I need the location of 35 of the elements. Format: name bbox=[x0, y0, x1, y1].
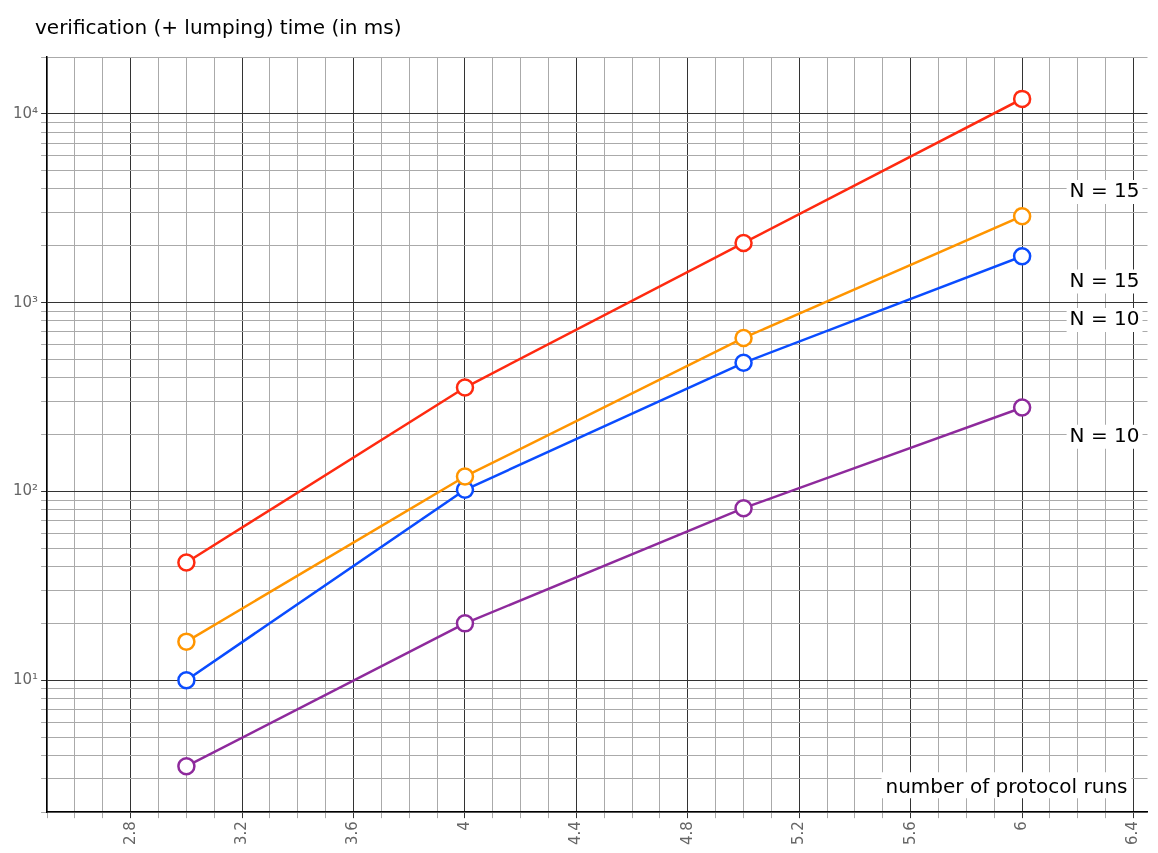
point bbox=[177, 670, 196, 690]
point bbox=[177, 757, 196, 776]
x-tick-label: 6.4 bbox=[1123, 821, 1142, 845]
x-tick-label: 5.2 bbox=[789, 821, 808, 845]
point bbox=[177, 632, 196, 651]
x-tick-label: 3.2 bbox=[232, 821, 250, 845]
y-tick-label: 10¹ bbox=[12, 670, 39, 689]
point bbox=[734, 233, 753, 253]
point bbox=[1012, 398, 1032, 417]
y-tick-label: 10³ bbox=[12, 292, 39, 311]
point bbox=[455, 614, 475, 633]
x-tick-label: 3.6 bbox=[343, 821, 362, 845]
point bbox=[455, 467, 475, 486]
x-tick-label: 5.6 bbox=[900, 821, 919, 845]
point bbox=[734, 328, 753, 348]
annotation: N = 15 bbox=[1069, 178, 1140, 203]
annotation: N = 10 bbox=[1069, 306, 1140, 331]
x-tick-label: 2.8 bbox=[120, 821, 139, 845]
point bbox=[1012, 206, 1032, 226]
x-tick-label: 6 bbox=[1012, 821, 1031, 831]
x-tick-label: 4.4 bbox=[566, 821, 585, 845]
y-tick-label: 10² bbox=[12, 481, 39, 500]
y-axis-title: verification (+ lumping) time (in ms) bbox=[35, 15, 402, 40]
point bbox=[177, 553, 196, 572]
x-axis-title: number of protocol runs bbox=[885, 774, 1128, 799]
annotation: N = 10 bbox=[1069, 422, 1140, 447]
annotation: N = 15 bbox=[1069, 267, 1140, 292]
point bbox=[734, 498, 753, 518]
y-tick-label: 10⁴ bbox=[12, 103, 39, 122]
point bbox=[455, 378, 475, 397]
point bbox=[734, 353, 753, 373]
point bbox=[1012, 247, 1032, 266]
x-tick-label: 4.8 bbox=[677, 821, 696, 845]
x-tick-label: 4 bbox=[454, 821, 473, 831]
point bbox=[1012, 89, 1032, 109]
